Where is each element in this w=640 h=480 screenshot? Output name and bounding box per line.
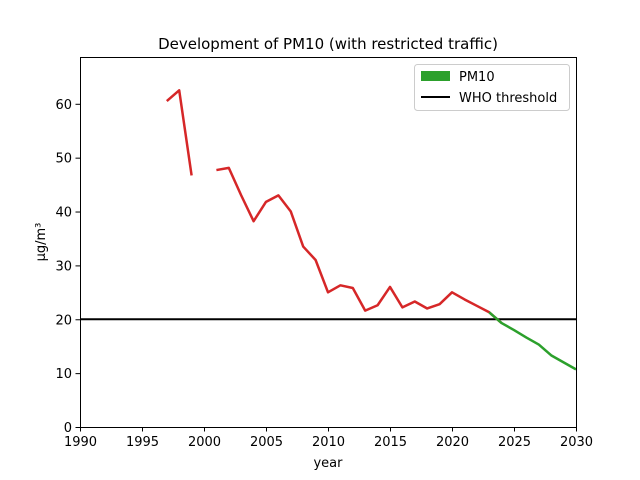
y-axis-label: µg/m³ <box>34 223 49 262</box>
x-axis-label: year <box>313 456 343 471</box>
x-tick-label: 2030 <box>560 435 593 450</box>
x-tick-label: 1995 <box>126 435 159 450</box>
chart-title: Development of PM10 (with restricted tra… <box>158 35 498 53</box>
y-tick-label: 60 <box>55 98 72 113</box>
x-tick-label: 2025 <box>498 435 531 450</box>
y-tick-label: 20 <box>55 313 72 328</box>
legend-swatch-pm10 <box>421 71 450 81</box>
legend-box <box>414 64 570 111</box>
x-tick-label: 1990 <box>64 435 97 450</box>
series-1-segment-0 <box>488 311 577 371</box>
legend: PM10 WHO threshold <box>414 64 570 111</box>
y-tick-label: 30 <box>55 259 72 274</box>
y-tick-label: 50 <box>55 152 72 167</box>
legend-label: PM10 <box>459 70 495 85</box>
series-0-segment-1 <box>216 166 503 324</box>
legend-label: WHO threshold <box>459 91 557 106</box>
x-tick-label: 2005 <box>250 435 283 450</box>
series-0-segment-0 <box>165 89 193 176</box>
y-tick-label: 10 <box>55 367 72 382</box>
y-tick-label: 0 <box>64 421 72 436</box>
plot-frame <box>80 57 577 428</box>
x-tick-label: 2015 <box>374 435 407 450</box>
x-tick-label: 2020 <box>436 435 469 450</box>
x-tick-label: 2010 <box>312 435 345 450</box>
x-tick-label: 2000 <box>188 435 221 450</box>
y-tick-label: 40 <box>55 206 72 221</box>
